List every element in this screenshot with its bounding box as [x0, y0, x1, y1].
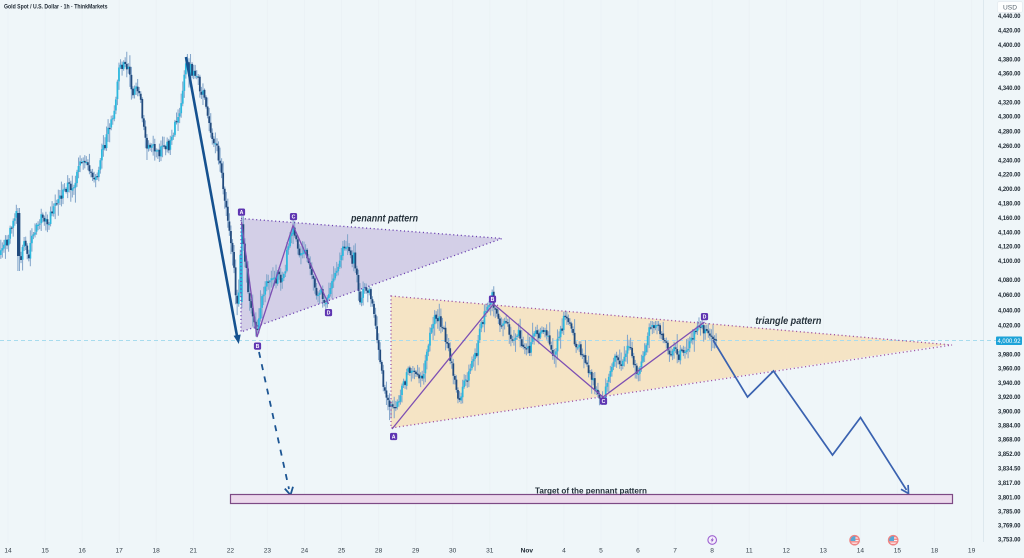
- svg-text:21: 21: [190, 548, 198, 555]
- svg-text:4,000.92: 4,000.92: [998, 338, 1021, 345]
- svg-text:3,980.00: 3,980.00: [998, 351, 1021, 358]
- svg-text:16: 16: [78, 548, 86, 555]
- svg-text:B: B: [256, 344, 260, 350]
- svg-text:4,220.00: 4,220.00: [998, 171, 1021, 178]
- svg-text:Gold Spot / U.S. Dollar · 1h ·: Gold Spot / U.S. Dollar · 1h · ThinkMark…: [4, 4, 108, 11]
- svg-text:B: B: [491, 297, 495, 303]
- svg-text:4,280.00: 4,280.00: [998, 128, 1021, 135]
- svg-text:14: 14: [857, 548, 865, 555]
- svg-text:8: 8: [710, 548, 714, 555]
- svg-text:3,960.00: 3,960.00: [998, 366, 1021, 373]
- svg-text:24: 24: [301, 548, 309, 555]
- svg-text:5: 5: [599, 548, 603, 555]
- svg-text:triangle pattern: triangle pattern: [755, 316, 821, 327]
- svg-text:4,420.00: 4,420.00: [998, 27, 1021, 34]
- svg-text:C: C: [602, 399, 606, 405]
- svg-text:18: 18: [153, 548, 161, 555]
- svg-text:7: 7: [673, 548, 677, 555]
- svg-text:3,753.00: 3,753.00: [998, 537, 1021, 544]
- svg-text:17: 17: [116, 548, 124, 555]
- svg-text:3,940.00: 3,940.00: [998, 380, 1021, 387]
- svg-text:4,200.00: 4,200.00: [998, 186, 1021, 193]
- svg-text:4,400.00: 4,400.00: [998, 42, 1021, 49]
- svg-text:Nov: Nov: [521, 548, 534, 555]
- svg-text:31: 31: [486, 548, 494, 555]
- svg-text:11: 11: [746, 548, 753, 555]
- svg-text:Target of the pennant pattern: Target of the pennant pattern: [535, 487, 647, 496]
- svg-text:4,440.00: 4,440.00: [998, 13, 1021, 20]
- svg-text:4,340.00: 4,340.00: [998, 85, 1021, 92]
- svg-text:3,868.00: 3,868.00: [998, 437, 1021, 444]
- svg-text:4,320.00: 4,320.00: [998, 100, 1021, 107]
- svg-text:3,801.00: 3,801.00: [998, 494, 1021, 501]
- svg-text:3,884.00: 3,884.00: [998, 423, 1021, 430]
- svg-text:3,920.00: 3,920.00: [998, 394, 1021, 401]
- svg-text:D: D: [327, 311, 331, 317]
- svg-text:4,020.00: 4,020.00: [998, 323, 1021, 330]
- svg-text:19: 19: [968, 548, 976, 555]
- svg-text:4,100.00: 4,100.00: [998, 258, 1021, 265]
- svg-text:15: 15: [41, 548, 49, 555]
- svg-text:4,120.00: 4,120.00: [998, 244, 1021, 251]
- svg-text:3,785.00: 3,785.00: [998, 508, 1021, 515]
- svg-text:12: 12: [783, 548, 791, 555]
- svg-text:A: A: [240, 210, 244, 216]
- svg-text:4: 4: [562, 548, 566, 555]
- svg-text:3,834.50: 3,834.50: [998, 466, 1021, 473]
- svg-text:4,240.00: 4,240.00: [998, 157, 1021, 164]
- svg-text:3,769.00: 3,769.00: [998, 522, 1021, 529]
- svg-text:A: A: [392, 435, 396, 441]
- svg-text:USD: USD: [1003, 4, 1017, 11]
- svg-text:4,060.00: 4,060.00: [998, 292, 1021, 299]
- svg-text:3,900.00: 3,900.00: [998, 409, 1021, 416]
- svg-text:30: 30: [449, 548, 457, 555]
- svg-text:C: C: [292, 215, 296, 221]
- svg-text:18: 18: [931, 548, 939, 555]
- svg-text:22: 22: [227, 548, 235, 555]
- svg-text:25: 25: [338, 548, 346, 555]
- svg-text:4,380.00: 4,380.00: [998, 57, 1021, 64]
- svg-text:15: 15: [894, 548, 902, 555]
- svg-text:29: 29: [412, 548, 420, 555]
- svg-text:28: 28: [375, 548, 383, 555]
- svg-text:4,260.00: 4,260.00: [998, 143, 1021, 150]
- svg-text:4,160.00: 4,160.00: [998, 215, 1021, 222]
- svg-text:3,817.00: 3,817.00: [998, 480, 1021, 487]
- svg-text:4,180.00: 4,180.00: [998, 201, 1021, 208]
- svg-text:4,140.00: 4,140.00: [998, 230, 1021, 237]
- svg-text:4,040.00: 4,040.00: [998, 308, 1021, 315]
- svg-text:4,360.00: 4,360.00: [998, 71, 1021, 78]
- svg-text:14: 14: [4, 548, 12, 555]
- svg-text:6: 6: [636, 548, 640, 555]
- svg-text:23: 23: [264, 548, 272, 555]
- svg-text:4,080.00: 4,080.00: [998, 277, 1021, 284]
- svg-text:penannt pattern: penannt pattern: [350, 214, 418, 225]
- svg-text:D: D: [703, 315, 707, 321]
- svg-text:4,300.00: 4,300.00: [998, 114, 1021, 121]
- svg-text:3,852.00: 3,852.00: [998, 451, 1021, 458]
- svg-text:13: 13: [820, 548, 828, 555]
